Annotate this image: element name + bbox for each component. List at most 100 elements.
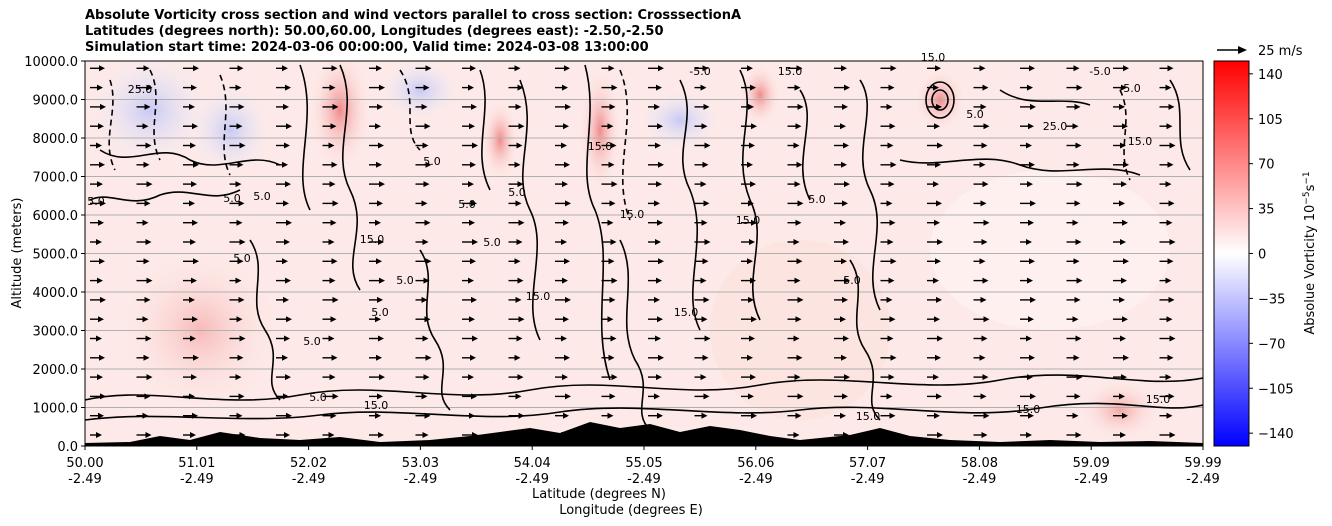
wind-arrow [1066,374,1083,381]
wind-arrow [555,161,570,168]
wind-arrow [834,181,850,188]
wind-arrow [741,335,755,342]
wind-arrow [369,65,382,72]
wind-arrow [694,181,707,188]
wind-arrow [276,296,289,303]
wind-arrow [927,65,941,72]
wind-arrow [276,103,289,110]
wind-arrow [601,335,617,342]
wind-arrow [880,181,895,188]
wind-arrow [415,103,428,110]
wind-arrow [927,412,940,419]
wind-arrow [648,161,664,168]
wind-arrow [136,354,150,361]
contour-label: 15.0 [360,233,385,246]
wind-arrow [322,316,337,323]
x-tick-label-lon: -2.49 [739,472,773,487]
wind-arrow [229,277,242,284]
wind-arrow [508,84,524,91]
wind-arrow [183,296,195,303]
wind-arrow [1066,239,1082,245]
x-tick-label-lon: -2.49 [515,472,549,487]
contour-label: 25.0 [128,83,153,96]
wind-arrow [229,258,244,265]
wind-arrow [415,316,431,323]
wind-arrow [1159,393,1175,400]
wind-arrow [276,277,291,284]
wind-arrow [694,219,708,226]
wind-arrow [90,296,106,303]
wind-arrow [927,161,941,168]
wind-arrow [369,354,382,361]
wind-arrow [415,277,430,284]
wind-arrow [90,354,105,361]
contour-label: -5.0 [1119,82,1140,95]
wind-arrow [369,161,382,168]
wind-arrow [183,219,198,226]
wind-arrow [834,103,848,110]
wind-arrow [415,65,432,72]
wind-arrow [183,65,199,72]
wind-arrow [276,354,288,361]
wind-arrow [322,258,338,265]
wind-arrow [1066,123,1079,130]
wind-arrow [694,412,708,419]
wind-arrow [229,84,242,91]
wind-arrow [973,354,986,361]
wind-arrow [787,316,802,323]
wind-arrow [1113,258,1129,265]
wind-arrow [648,65,664,72]
wind-arrow [1020,123,1034,130]
wind-arrow [694,335,711,342]
wind-arrow [787,374,801,381]
wind-arrow [508,277,524,284]
colorbar-tick-label: −140 [1258,427,1294,442]
wind-arrow [601,84,618,91]
contour-label: 5.0 [223,192,241,205]
x-tick-label-lat: 58.08 [961,456,998,471]
wind-arrow [694,103,710,110]
wind-arrow [90,277,103,284]
wind-arrow [1159,258,1174,265]
wind-arrow [648,219,663,226]
wind-arrow [1020,335,1032,342]
wind-arrow [369,123,381,130]
chart-title: Absolute Vorticity cross section and win… [85,8,741,56]
wind-arrow [90,181,103,188]
wind-arrow [787,123,802,130]
wind-arrow [276,65,288,72]
wind-arrow [276,258,288,265]
wind-arrow [462,161,476,168]
wind-arrow [1113,393,1125,400]
wind-arrow [787,200,804,207]
wind-arrow [276,432,290,438]
wind-arrow [1020,84,1033,91]
contour-label: 15.0 [588,140,613,153]
wind-arrow [648,142,661,149]
wind-arrow [601,354,615,361]
wind-arrow [880,239,894,245]
wind-arrow [694,374,707,381]
wind-arrow [1159,219,1173,226]
wind-arrow [787,354,803,361]
contour-label: 15.0 [620,208,645,221]
wind-arrow [1020,161,1035,168]
wind-arrow [229,296,245,303]
wind-arrow [927,84,939,91]
wind-arrow [508,181,524,188]
wind-arrow [415,239,429,245]
x-tick-label-lon: -2.49 [180,472,214,487]
wind-arrow [694,65,709,72]
wind-arrow [136,219,149,226]
x-tick-label-lat: 56.06 [737,456,774,471]
wind-arrow [787,412,802,419]
wind-arrow [508,219,525,226]
colorbar-tick-label: −105 [1258,382,1294,397]
wind-arrow [601,412,614,419]
wind-arrow [415,84,430,91]
wind-arrow [462,335,478,342]
wind-arrow [90,412,104,419]
wind-arrow [462,103,477,110]
wind-arrow [1066,161,1080,168]
